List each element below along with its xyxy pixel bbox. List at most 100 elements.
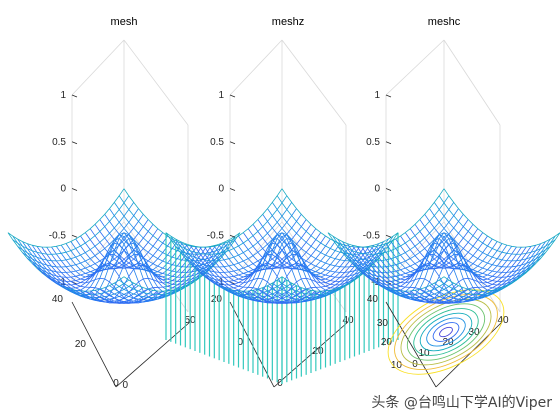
mesh-line [238, 246, 355, 303]
grid-line [443, 221, 501, 313]
mesh-line [180, 208, 297, 268]
surface-mesh [165, 188, 399, 304]
mesh-line [170, 195, 288, 255]
z-tick-mark [229, 141, 236, 145]
mesh-line [7, 188, 125, 248]
contour-line [439, 326, 453, 338]
z-tick-label: 0 [60, 184, 66, 195]
grid-line [229, 39, 283, 96]
mesh-line [22, 208, 139, 268]
y-tick-label: 30 [377, 318, 389, 329]
y-tick-label: 10 [391, 360, 403, 371]
mesh-line [70, 238, 188, 300]
panel-title: meshc [428, 16, 461, 28]
z-tick-mark [385, 188, 392, 191]
y-tick-label: 0 [122, 380, 128, 391]
contour-line [432, 322, 460, 342]
panel-mesh: 10.50-0.5-105002040mesh [7, 16, 241, 391]
mesh-line [371, 235, 488, 292]
z-tick-mark [385, 234, 392, 238]
z-tick-label: -0.5 [49, 230, 67, 241]
mesh-line [233, 246, 351, 302]
z-tick-label: 0.5 [210, 137, 224, 148]
mesh-line [347, 214, 464, 273]
y-tick-label: 40 [367, 294, 379, 305]
mesh-line [243, 246, 360, 304]
contour-line [394, 293, 498, 371]
mesh-line [17, 202, 135, 262]
mesh-line [118, 235, 236, 296]
z-tick-label: -1 [57, 277, 66, 288]
axes-box [385, 39, 501, 313]
z-tick-mark [229, 94, 236, 98]
mesh-line [165, 188, 283, 248]
mesh-line [281, 232, 399, 292]
panel-title: meshz [272, 16, 304, 28]
panel-meshz: 1 0.5 0 -0.5 -1 0 20 40 0 20 meshz [165, 16, 399, 389]
mesh-line [51, 235, 168, 292]
z-tick-mark [71, 188, 78, 191]
mesh-line [443, 188, 560, 248]
mesh-line [405, 246, 522, 304]
mesh-line [114, 238, 231, 298]
mesh-line [175, 202, 293, 262]
mesh-line [214, 238, 331, 294]
mesh-line [390, 238, 508, 300]
x-tick-label: 20 [442, 337, 454, 348]
mesh-line [209, 235, 326, 292]
x-tick-label: 0 [412, 359, 418, 370]
grid-line [123, 39, 189, 126]
surface-mesh [327, 188, 560, 304]
x-tick-label: 10 [418, 348, 430, 359]
y-tick-label: 40 [52, 294, 64, 305]
z-tick-label: 0 [218, 184, 224, 195]
mesh-line [342, 208, 459, 268]
contour-line [400, 298, 492, 366]
grid-line [281, 39, 347, 126]
grid-line [385, 39, 445, 96]
z-tick-mark [71, 94, 78, 98]
z-tick-label: 1 [60, 90, 66, 101]
contour-line [419, 312, 473, 352]
mesh-line [185, 214, 302, 273]
z-tick-label: -0.5 [207, 230, 225, 241]
z-tick-mark [71, 234, 78, 238]
z-tick-label: 0.5 [52, 137, 66, 148]
x-tick-label: 40 [497, 315, 509, 326]
mesh-line [85, 246, 202, 304]
contour-base [387, 289, 505, 375]
mesh-line [75, 246, 193, 302]
y-axis-line [71, 301, 117, 388]
contour-line [406, 303, 486, 361]
grid-line [443, 39, 501, 126]
watermark-text: 头条 @台鸣山下学AI的Viper [371, 395, 552, 411]
z-tick-label: -0.5 [363, 230, 381, 241]
mesh-line [276, 235, 394, 296]
mesh-line [60, 238, 178, 300]
contour-line [426, 317, 466, 347]
grid-line [71, 39, 125, 96]
z-tick-label: 0.5 [366, 137, 380, 148]
z-tick-mark [229, 188, 236, 191]
x-tick-label: 40 [342, 315, 354, 326]
mesh-line [332, 195, 450, 255]
mesh-line [267, 241, 384, 301]
mesh-line [123, 232, 241, 292]
mesh-line [281, 188, 399, 248]
grid-line [229, 221, 283, 283]
mesh-line [376, 238, 493, 294]
axes-box [71, 39, 189, 313]
y-tick-label: 20 [381, 337, 393, 348]
x-tick-label: 0 [277, 378, 283, 389]
mesh-line [327, 188, 445, 248]
x-tick-label: 0 [113, 378, 119, 389]
grid-line [385, 221, 445, 283]
contour-line [413, 308, 479, 356]
mesh-line [12, 195, 130, 255]
z-tick-label: 1 [218, 90, 224, 101]
y-tick-label: 0 [237, 337, 243, 348]
x-tick-label: 20 [312, 346, 324, 357]
panel-title: mesh [111, 16, 138, 28]
